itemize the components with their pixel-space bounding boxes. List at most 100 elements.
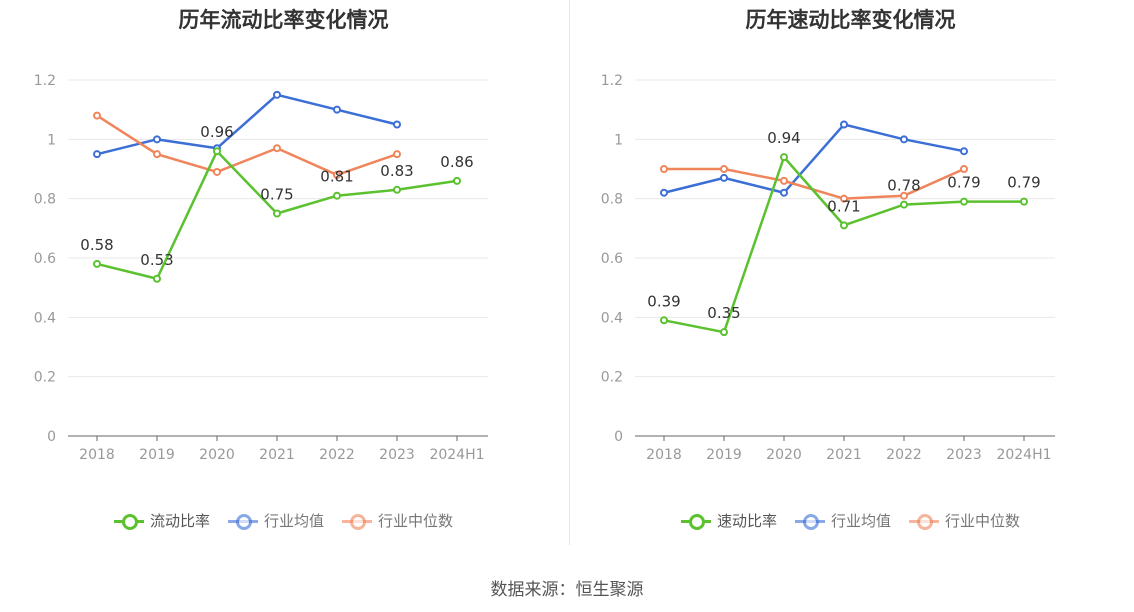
data-point[interactable] bbox=[213, 147, 221, 156]
y-tick-label: 0.6 bbox=[601, 251, 623, 267]
data-point[interactable] bbox=[273, 144, 281, 153]
chart-title: 历年流动比率变化情况 bbox=[178, 8, 389, 32]
data-point[interactable] bbox=[153, 135, 161, 144]
data-point[interactable] bbox=[273, 209, 281, 218]
y-tick-label: 0.8 bbox=[34, 192, 56, 208]
data-point[interactable] bbox=[840, 221, 848, 230]
data-point[interactable] bbox=[720, 328, 728, 337]
y-tick-label: 0.6 bbox=[34, 251, 56, 267]
x-tick-label: 2020 bbox=[199, 447, 235, 463]
x-tick-label: 2020 bbox=[766, 447, 802, 463]
legend-item[interactable]: 行业中位数 bbox=[342, 510, 453, 531]
legend-item[interactable]: 行业均值 bbox=[794, 510, 891, 531]
data-label: 0.94 bbox=[767, 129, 800, 147]
data-point[interactable] bbox=[1020, 197, 1028, 206]
legend-swatch-icon bbox=[909, 513, 939, 530]
legend-label: 速动比率 bbox=[716, 512, 777, 530]
series-line-industry-mean bbox=[663, 123, 965, 194]
data-label: 0.83 bbox=[380, 162, 413, 180]
x-tick-label: 2021 bbox=[259, 447, 295, 463]
y-tick-label: 1.2 bbox=[34, 73, 56, 89]
legend-label: 流动比率 bbox=[149, 512, 210, 530]
legend-swatch-icon bbox=[680, 513, 711, 530]
data-point[interactable] bbox=[273, 90, 281, 99]
y-tick-label: 1 bbox=[47, 132, 56, 148]
x-tick-label: 2022 bbox=[319, 447, 355, 463]
series-line-industry-median bbox=[96, 114, 398, 177]
data-point[interactable] bbox=[900, 135, 908, 144]
chart-legend: 速动比率 行业均值 行业中位数 bbox=[567, 510, 1134, 531]
legend-item[interactable]: 行业中位数 bbox=[909, 510, 1020, 531]
legend-swatch-icon bbox=[113, 513, 144, 530]
y-tick-label: 1.2 bbox=[601, 73, 623, 89]
x-tick-label: 2023 bbox=[379, 447, 415, 463]
series-line-industry-mean bbox=[96, 93, 398, 156]
quick-ratio-chart-panel: 历年速动比率变化情况 0 0.2 0.4 0.6 0.8 1 1.2 2018 2019 2020… bbox=[567, 0, 1134, 560]
data-point[interactable] bbox=[900, 191, 908, 200]
x-tick-label: 2018 bbox=[79, 447, 115, 463]
x-tick-label: 2019 bbox=[139, 447, 175, 463]
data-point[interactable] bbox=[900, 200, 908, 209]
data-point[interactable] bbox=[93, 150, 101, 159]
legend-label: 行业中位数 bbox=[378, 512, 454, 530]
data-point[interactable] bbox=[660, 316, 668, 325]
data-label: 0.71 bbox=[827, 197, 860, 215]
data-point[interactable] bbox=[333, 191, 341, 200]
y-tick-label: 0 bbox=[47, 429, 56, 445]
legend-item[interactable]: 行业均值 bbox=[227, 510, 324, 531]
data-point[interactable] bbox=[840, 120, 848, 129]
data-point[interactable] bbox=[453, 176, 461, 185]
data-point[interactable] bbox=[393, 150, 401, 159]
data-label: 0.79 bbox=[947, 174, 980, 192]
data-point[interactable] bbox=[393, 185, 401, 194]
data-label: 0.86 bbox=[440, 153, 473, 171]
data-point[interactable] bbox=[660, 165, 668, 173]
data-point[interactable] bbox=[720, 173, 728, 182]
quick-ratio-plot: 0 0.2 0.4 0.6 0.8 1 1.2 2018 2019 2020 2021 2022 202… bbox=[601, 73, 1055, 463]
data-label: 0.39 bbox=[647, 292, 680, 310]
data-point[interactable] bbox=[393, 120, 401, 129]
data-point[interactable] bbox=[93, 111, 101, 120]
x-tick-label: 2018 bbox=[646, 447, 682, 463]
data-point[interactable] bbox=[333, 170, 341, 179]
data-point[interactable] bbox=[960, 165, 968, 173]
legend-swatch-icon bbox=[342, 513, 372, 530]
y-tick-label: 0.8 bbox=[601, 192, 623, 208]
legend-swatch-icon bbox=[227, 513, 258, 530]
data-label: 0.78 bbox=[887, 177, 920, 195]
x-tick-label: 2023 bbox=[946, 447, 982, 463]
data-point[interactable] bbox=[780, 176, 788, 185]
data-point[interactable] bbox=[840, 194, 848, 203]
legend-item[interactable]: 速动比率 bbox=[680, 510, 777, 531]
y-tick-label: 0.4 bbox=[34, 310, 56, 326]
chart-title: 历年速动比率变化情况 bbox=[745, 8, 956, 32]
x-tick-label: 2021 bbox=[826, 447, 862, 463]
data-point[interactable] bbox=[660, 188, 668, 197]
data-point[interactable] bbox=[780, 188, 788, 197]
data-point[interactable] bbox=[213, 167, 221, 176]
data-point[interactable] bbox=[153, 150, 161, 159]
data-point[interactable] bbox=[333, 105, 341, 114]
data-label: 0.53 bbox=[140, 251, 173, 269]
legend-label: 行业均值 bbox=[830, 512, 891, 530]
data-point[interactable] bbox=[780, 153, 788, 162]
data-point[interactable] bbox=[153, 274, 161, 283]
chart-legend: 流动比率 行业均值 行业中位数 bbox=[0, 510, 567, 531]
data-point[interactable] bbox=[960, 147, 968, 156]
x-tick-label: 2019 bbox=[706, 447, 742, 463]
panel-divider bbox=[569, 0, 570, 545]
data-point[interactable] bbox=[93, 259, 101, 268]
data-label: 0.81 bbox=[320, 168, 353, 186]
data-label: 0.79 bbox=[1007, 174, 1040, 192]
data-point[interactable] bbox=[960, 197, 968, 206]
data-point[interactable] bbox=[720, 165, 728, 173]
data-label: 0.96 bbox=[200, 123, 233, 141]
data-label: 0.75 bbox=[260, 186, 293, 204]
data-source-note: 数据来源：恒生聚源 bbox=[490, 580, 644, 600]
x-tick-label: 2024H1 bbox=[429, 447, 484, 463]
data-label: 0.35 bbox=[707, 304, 740, 322]
current-ratio-chart-panel: 历年流动比率变化情况 0 0.2 0.4 0.6 0.8 1 1.2 2018 2019 2020… bbox=[0, 0, 567, 560]
legend-item[interactable]: 流动比率 bbox=[113, 510, 210, 531]
legend-swatch-icon bbox=[794, 513, 825, 530]
